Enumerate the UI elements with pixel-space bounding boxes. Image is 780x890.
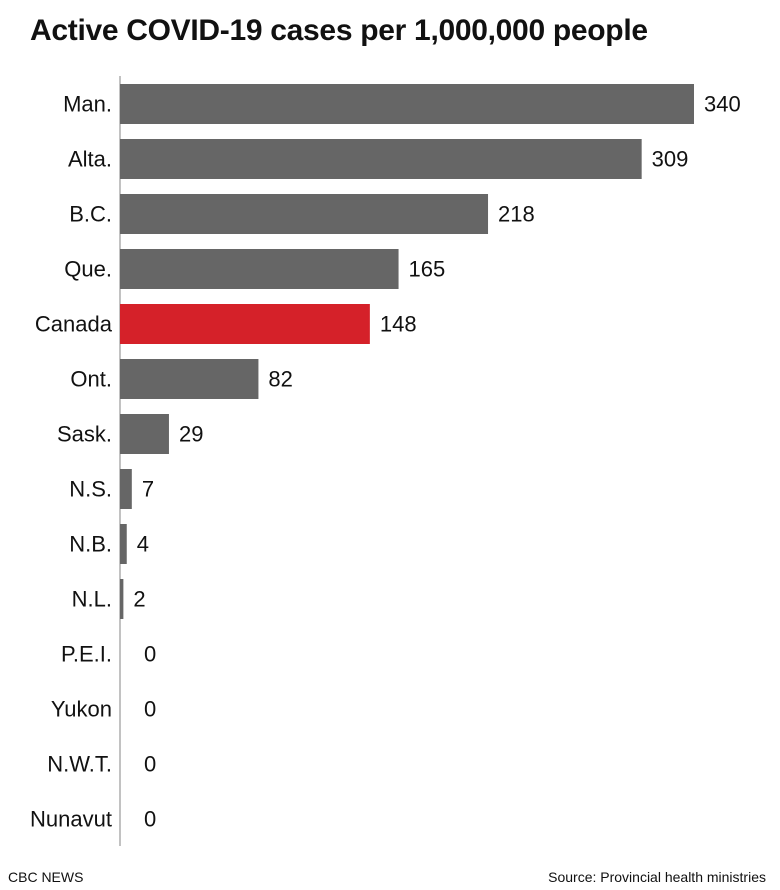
- category-label-alta: Alta.: [68, 147, 112, 172]
- category-label-man: Man.: [63, 92, 112, 117]
- bar-n-b: [120, 524, 127, 564]
- value-label-canada: 148: [380, 312, 417, 337]
- category-label-n-l: N.L.: [72, 587, 112, 612]
- footer-credit: CBC NEWS: [8, 869, 84, 885]
- bar-man: [120, 84, 694, 124]
- value-label-sask: 29: [179, 422, 203, 447]
- value-label-n-l: 2: [133, 587, 145, 612]
- category-label-yukon: Yukon: [51, 697, 112, 722]
- category-label-sask: Sask.: [57, 422, 112, 447]
- value-label-man: 340: [704, 92, 741, 117]
- value-label-ont: 82: [268, 367, 292, 392]
- bars-group: Man. 340 Alta. 309 B.C. 218 Que. 165 Canada 148 On…: [30, 84, 741, 832]
- chart-title: Active COVID-19 cases per 1,000,000 peop…: [30, 14, 648, 47]
- category-label-n-s: N.S.: [69, 477, 112, 502]
- category-label-b-c: B.C.: [69, 202, 112, 227]
- category-label-ont: Ont.: [70, 367, 112, 392]
- category-label-n-w-t: N.W.T.: [47, 752, 112, 777]
- bar-sask: [120, 414, 169, 454]
- value-label-n-b: 4: [137, 532, 149, 557]
- category-label-nunavut: Nunavut: [30, 807, 112, 832]
- value-label-nunavut: 0: [144, 807, 156, 832]
- category-label-que: Que.: [64, 257, 112, 282]
- category-label-n-b: N.B.: [69, 532, 112, 557]
- category-label-p-e-i: P.E.I.: [61, 642, 112, 667]
- value-label-n-w-t: 0: [144, 752, 156, 777]
- bar-n-s: [120, 469, 132, 509]
- value-label-yukon: 0: [144, 697, 156, 722]
- value-label-n-s: 7: [142, 477, 154, 502]
- bar-alta: [120, 139, 642, 179]
- bar-canada: [120, 304, 370, 344]
- bar-que: [120, 249, 399, 289]
- bar-b-c: [120, 194, 489, 234]
- footer-source: Source: Provincial health ministries: [548, 869, 766, 885]
- value-label-alta: 309: [652, 147, 689, 172]
- value-label-b-c: 218: [498, 202, 535, 227]
- value-label-que: 165: [409, 257, 446, 282]
- bar-ont: [120, 359, 259, 399]
- bar-n-l: [120, 579, 124, 619]
- value-label-p-e-i: 0: [144, 642, 156, 667]
- category-label-canada: Canada: [35, 312, 113, 337]
- bar-chart: Man. 340 Alta. 309 B.C. 218 Que. 165 Canada 148 On…: [30, 76, 741, 846]
